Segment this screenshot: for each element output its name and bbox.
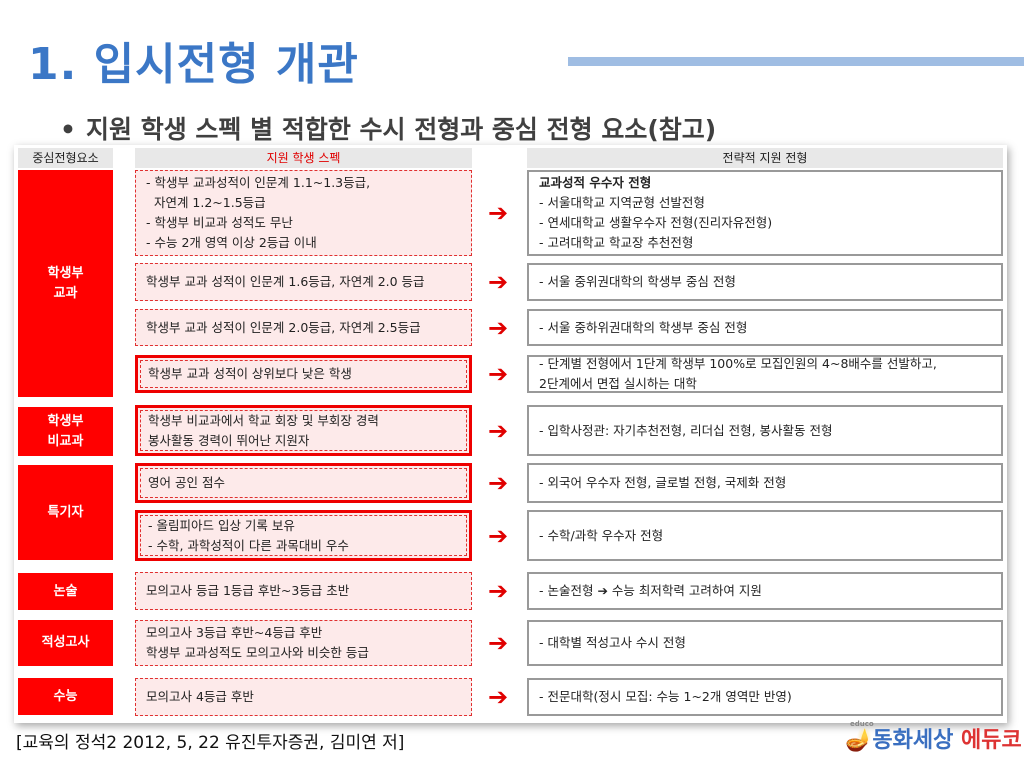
subtitle-text: 지원 학생 스펙 별 적합한 수시 전형과 중심 전형 요소(참고) [86,115,717,144]
right-arrow-icon: ➔ [487,683,509,711]
strategy-cell: - 외국어 우수자 전형, 글로벌 전형, 국제화 전형 [527,463,1003,503]
right-arrow-icon: ➔ [487,416,509,445]
category-0: 학생부 교과 [18,170,113,397]
strategy-cell: - 전문대학(정시 모집: 수능 1~2개 영역만 반영) [527,678,1003,716]
strategy-cell: - 서울 중위권대학의 학생부 중심 전형 [527,263,1003,301]
spec-cell: 학생부 교과 성적이 상위보다 낮은 학생 [135,355,472,393]
right-arrow-icon: ➔ [487,199,509,227]
spec-cell: 학생부 교과 성적이 인문계 1.6등급, 자연계 2.0 등급 [135,263,472,301]
spec-cell: 학생부 교과 성적이 인문계 2.0등급, 자연계 2.5등급 [135,309,472,346]
right-arrow-icon: ➔ [487,521,509,550]
category-1: 학생부 비교과 [18,407,113,456]
category-2: 특기자 [18,465,113,560]
spec-cell: 모의고사 3등급 후반~4등급 후반 학생부 교과성적도 모의고사와 비슷한 등급 [135,620,472,666]
right-arrow-icon: ➔ [487,313,509,342]
strategy-cell: - 입학사정관: 자기추천전형, 리더십 전형, 봉사활동 전형 [527,405,1003,456]
category-4: 적성고사 [18,620,113,666]
spec-cell: 영어 공인 점수 [135,463,472,503]
logo: educo 🪔동화세상 에듀코 [845,720,1022,753]
page-title: 1. 입시전형 개관 [28,39,359,90]
strategy-cell: - 서울 중하위권대학의 학생부 중심 전형 [527,309,1003,346]
lamp-icon: 🪔 [845,728,873,753]
category-3: 논술 [18,573,113,610]
subtitle: • 지원 학생 스펙 별 적합한 수시 전형과 중심 전형 요소(참고) [60,110,716,146]
strategy-cell: - 단계별 전형에서 1단계 학생부 100%로 모집인원의 4~8배수를 선발… [527,355,1003,393]
strategy-cell: - 대학별 적성고사 수시 전형 [527,620,1003,666]
strategy-cell: - 논술전형 ➔ 수능 최저학력 고려하여 지원 [527,572,1003,610]
bullet-icon: • [60,115,76,144]
header-category: 중심전형요소 [18,148,113,168]
title-divider [568,57,1024,66]
strategy-cell: 교과성적 우수자 전형 - 서울대학교 지역균형 선발전형 - 연세대학교 생활우수… [527,170,1003,256]
spec-cell: 학생부 비교과에서 학교 회장 및 부회장 경력 봉사활동 경력이 뛰어난 지원자 [135,405,472,456]
header-strategy: 전략적 지원 전형 [527,148,1003,168]
right-arrow-icon: ➔ [487,629,509,657]
source-citation: [교육의 정석2 2012, 5, 22 유진투자증권, 김미연 저] [16,733,405,753]
right-arrow-icon: ➔ [487,268,509,296]
spec-cell: 모의고사 등급 1등급 후반~3등급 초반 [135,572,472,610]
spec-cell: 모의고사 4등급 후반 [135,678,472,716]
spec-cell: - 올림피아드 입상 기록 보유 - 수학, 과학성적이 다른 과목대비 우수 [135,510,472,561]
category-5: 수능 [18,678,113,715]
strategy-cell: - 수학/과학 우수자 전형 [527,510,1003,561]
right-arrow-icon: ➔ [487,360,509,388]
right-arrow-icon: ➔ [487,577,509,605]
spec-cell: - 학생부 교과성적이 인문계 1.1~1.3등급, 자연계 1.2~1.5등급… [135,170,472,256]
right-arrow-icon: ➔ [487,469,509,497]
header-spec: 지원 학생 스펙 [135,148,472,168]
